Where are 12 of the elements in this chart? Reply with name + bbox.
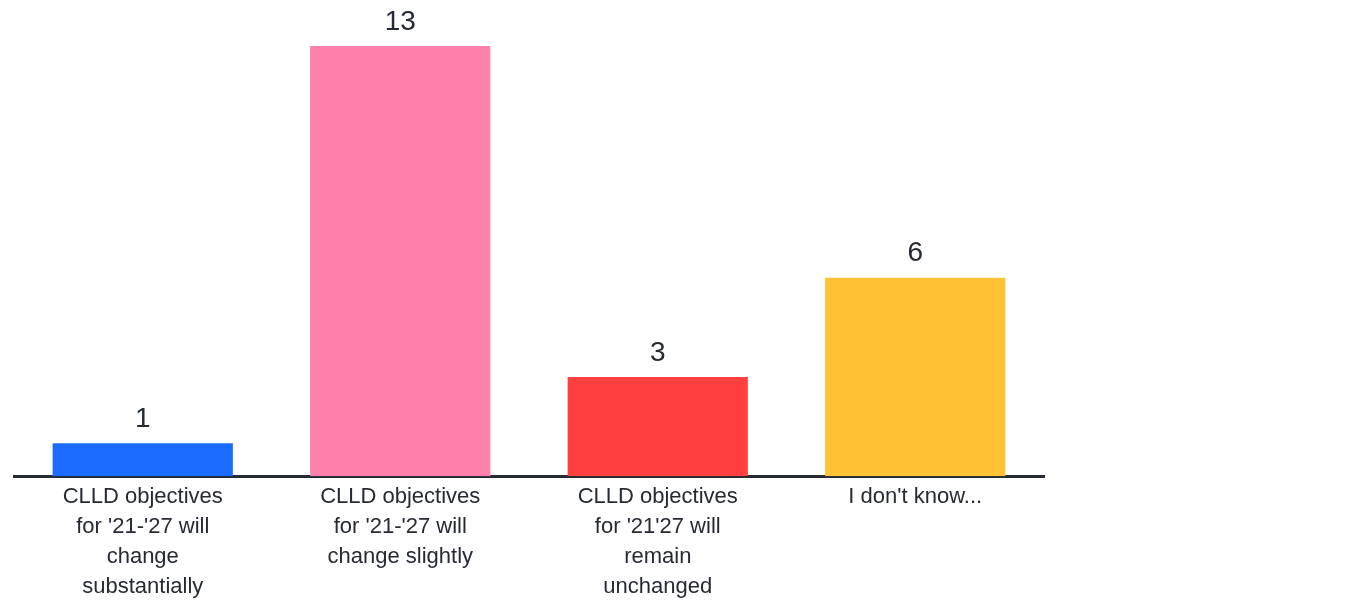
- bar: [52, 443, 233, 477]
- data-label: 6: [907, 236, 924, 268]
- x-tick-label: CLLD objectives for '21'27 will remain unchanged: [577, 483, 738, 599]
- x-tick-label: CLLD objectives for '21-'27 will change slightly: [320, 483, 481, 569]
- bar: [825, 277, 1006, 477]
- x-tick-label: I don't know...: [848, 483, 983, 509]
- x-tick-label: CLLD objectives for '21-'27 will change substantially: [62, 483, 223, 599]
- bar: [310, 46, 491, 477]
- bar: [567, 377, 748, 477]
- data-label: 1: [134, 401, 151, 433]
- data-label: 13: [384, 4, 416, 36]
- data-label: 3: [649, 335, 666, 367]
